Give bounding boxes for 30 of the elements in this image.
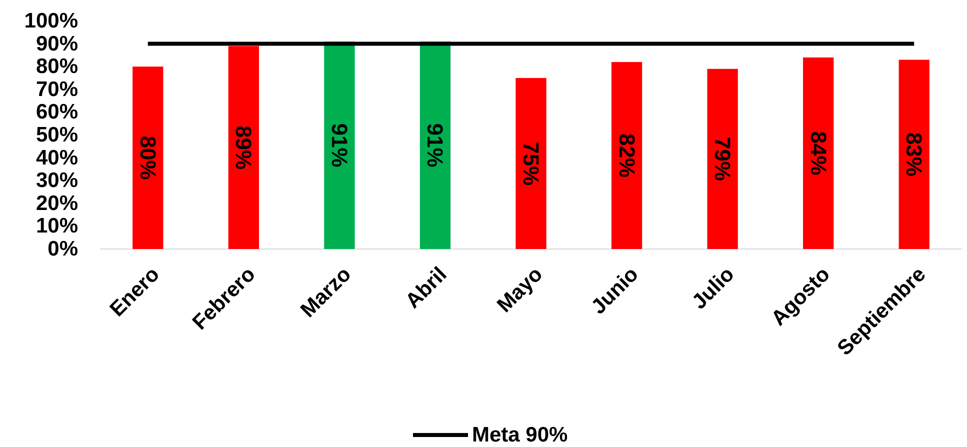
y-tick-label: 20%: [36, 192, 78, 215]
y-tick-label: 30%: [36, 169, 78, 192]
legend-label: Meta 90%: [472, 424, 568, 446]
y-tick-label: 80%: [36, 55, 78, 78]
data-label: 91%: [326, 123, 352, 168]
data-label: 80%: [135, 136, 160, 180]
bar: [132, 66, 164, 249]
y-tick-label: 70%: [36, 78, 78, 101]
y-tick-label: 40%: [36, 146, 78, 170]
data-label: 82%: [614, 133, 640, 178]
data-label: 83%: [902, 132, 927, 176]
y-tick-label: 100%: [24, 10, 78, 32]
y-tick-label: 60%: [36, 100, 78, 124]
y-tick-label: 50%: [36, 124, 78, 146]
data-label: 89%: [231, 126, 256, 170]
bar: [420, 42, 451, 249]
bar: [707, 68, 738, 249]
data-label: 79%: [710, 136, 736, 181]
data-label: 91%: [422, 123, 448, 168]
bar: [516, 78, 546, 249]
y-tick-label: 10%: [36, 214, 78, 238]
bar: [324, 42, 355, 249]
bar: [898, 60, 930, 249]
bar: [228, 46, 259, 249]
y-tick-label: 90%: [36, 32, 78, 56]
data-label: 75%: [518, 141, 544, 186]
bar: [611, 62, 642, 249]
data-label: 84%: [806, 131, 831, 176]
y-tick-label: 0%: [48, 238, 78, 260]
bar: [803, 57, 834, 249]
